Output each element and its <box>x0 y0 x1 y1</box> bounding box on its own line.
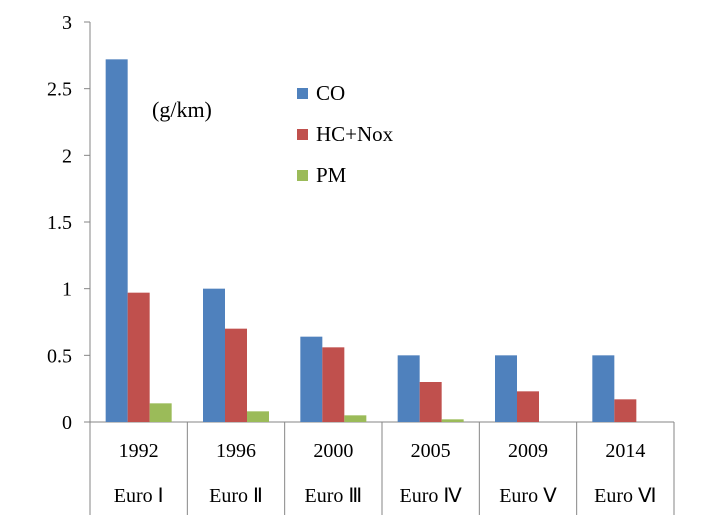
y-tick-label: 2 <box>62 145 72 167</box>
category-year-label: 2005 <box>411 440 451 462</box>
category-standard-label: Euro Ⅳ <box>399 485 462 507</box>
bar-hc-nox-2014 <box>614 399 637 422</box>
category-standard-label: Euro Ⅴ <box>499 485 557 507</box>
category-year-label: 2000 <box>313 440 353 462</box>
legend-swatch <box>297 88 308 99</box>
bar-hc-nox-2005 <box>419 382 442 422</box>
bar-hc-nox-1992 <box>127 292 150 422</box>
legend-label: HC+Nox <box>316 122 394 146</box>
legend-swatch <box>297 170 308 181</box>
y-tick-label: 1.5 <box>47 212 72 234</box>
chart-axes: 0 0.5 1 1.5 2 2.5 3 1992 Euro Ⅰ 1996 Euro Ⅱ 2000 Eur… <box>47 12 675 515</box>
bar-co-2014 <box>592 355 615 422</box>
bar-hc-nox-2009 <box>517 391 539 422</box>
category-standard-label: Euro Ⅵ <box>594 485 656 507</box>
chart-legend: CO HC+Nox PM <box>297 81 394 187</box>
bar-co-1996 <box>203 288 225 422</box>
category-year-label: 1996 <box>216 440 256 462</box>
y-tick-label: 1 <box>62 279 72 301</box>
bar-co-1992 <box>105 59 128 422</box>
unit-label: (g/km) <box>152 97 212 122</box>
legend-label: PM <box>316 163 347 187</box>
category-year-label: 2009 <box>508 440 548 462</box>
bar-hc-nox-2000 <box>322 347 345 422</box>
bar-pm-2000 <box>344 415 367 422</box>
bar-co-2000 <box>300 336 323 422</box>
category-year-label: 2014 <box>605 440 645 462</box>
category-year-label: 1992 <box>119 440 159 462</box>
y-tick-label: 2.5 <box>47 79 72 101</box>
bar-pm-2005 <box>441 419 464 422</box>
chart-bars <box>105 59 637 422</box>
bar-co-2009 <box>495 355 517 422</box>
y-tick-label: 0.5 <box>47 345 72 367</box>
bar-pm-1996 <box>247 411 269 422</box>
legend-label: CO <box>316 81 345 105</box>
bar-co-2005 <box>397 355 420 422</box>
y-tick-label: 3 <box>62 12 72 34</box>
bar-hc-nox-1996 <box>225 328 247 422</box>
legend-swatch <box>297 129 308 140</box>
bar-pm-1992 <box>149 403 172 422</box>
category-standard-label: Euro Ⅰ <box>114 485 164 507</box>
y-tick-label: 0 <box>62 412 72 434</box>
category-standard-label: Euro Ⅱ <box>209 485 263 507</box>
category-standard-label: Euro Ⅲ <box>304 485 362 507</box>
